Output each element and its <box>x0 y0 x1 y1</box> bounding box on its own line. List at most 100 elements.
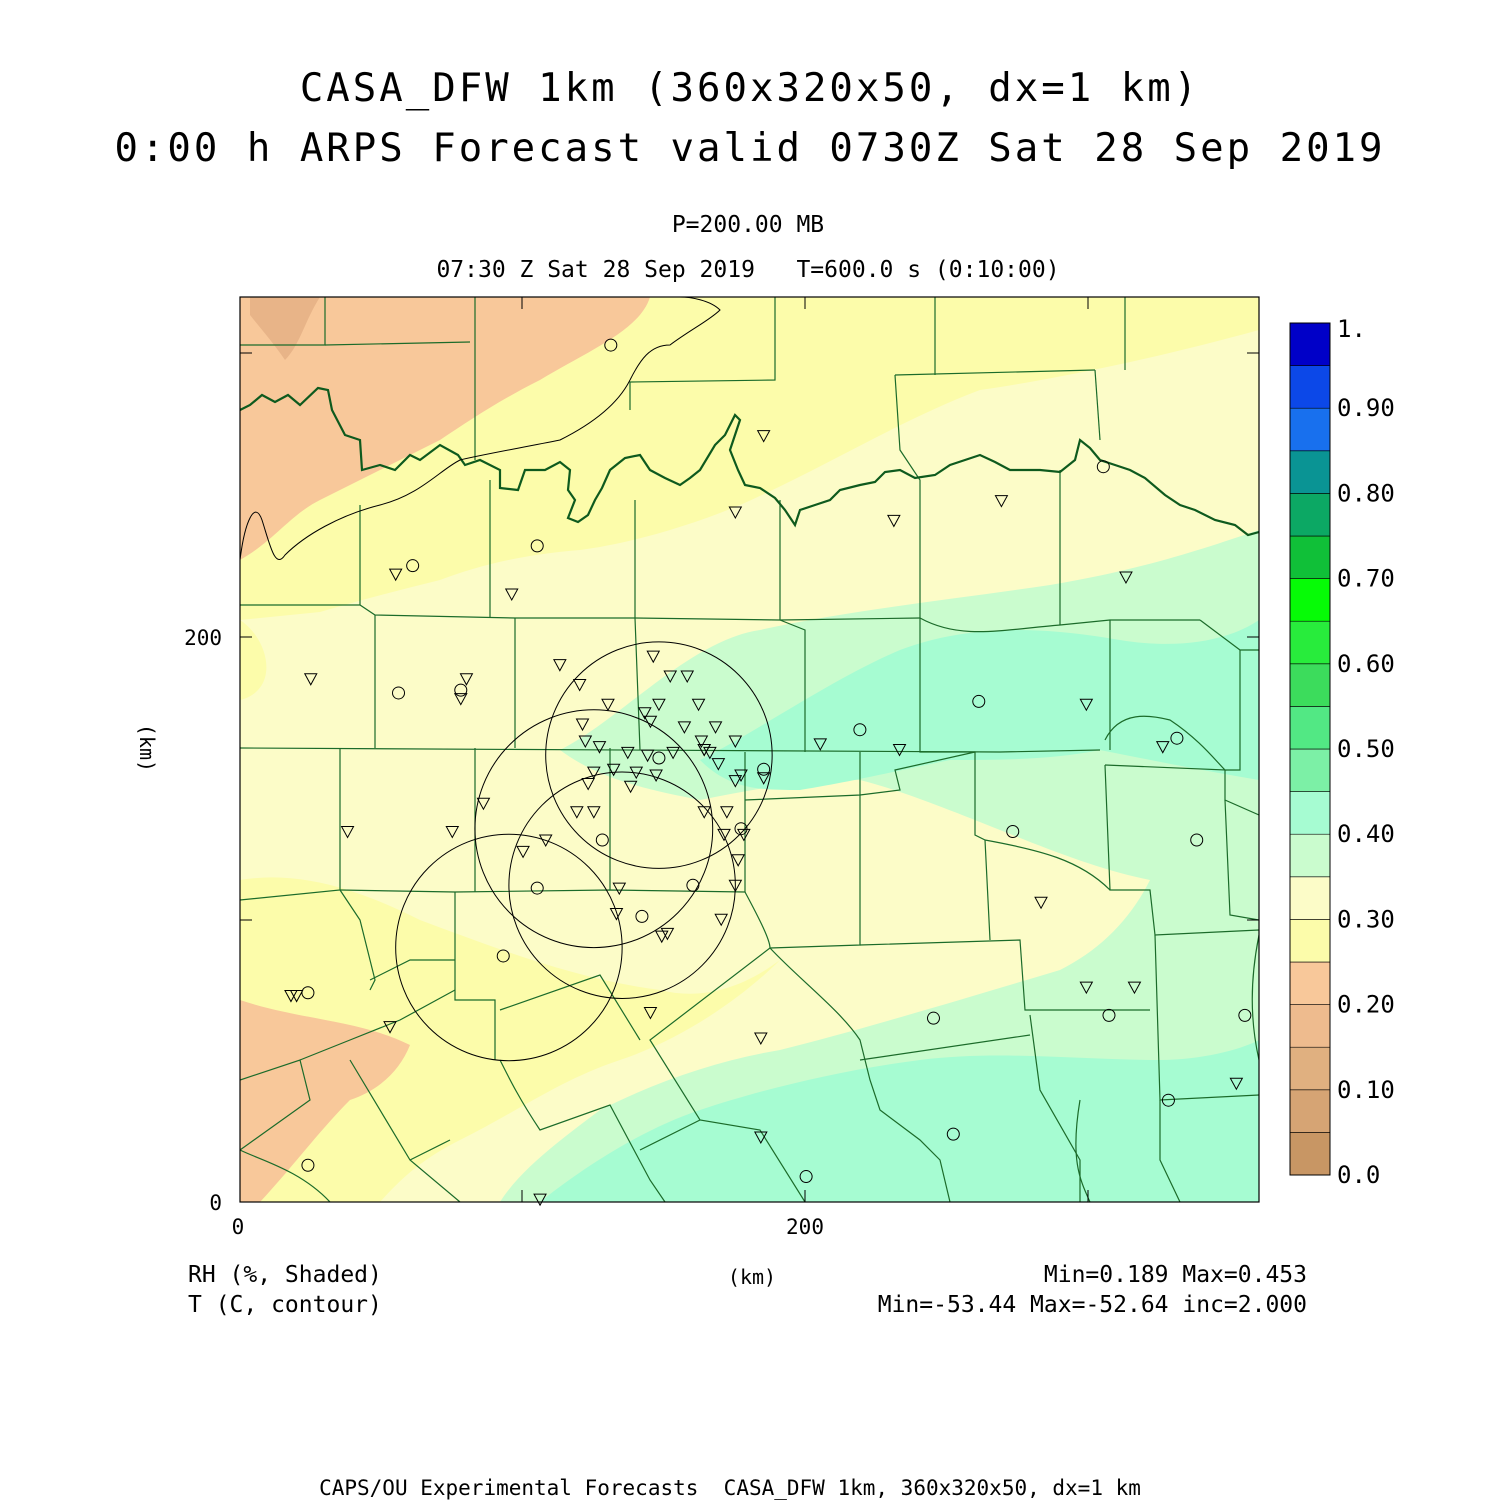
station-triangle-marker <box>578 735 593 749</box>
station-triangle-marker <box>586 766 601 780</box>
station-triangle-marker <box>620 746 635 760</box>
colorbar-swatch <box>1289 833 1331 878</box>
station-triangle-marker <box>609 908 624 921</box>
station-triangle-marker <box>728 775 743 788</box>
station-triangle-marker <box>643 1007 658 1020</box>
station-circle-marker <box>1170 731 1184 745</box>
y-tick-label-0: 0 <box>209 1191 222 1215</box>
colorbar-swatch <box>1289 365 1331 409</box>
station-triangle-marker <box>887 514 901 528</box>
station-triangle-marker <box>1034 896 1048 910</box>
station-triangle-marker <box>666 746 680 760</box>
station-triangle-marker <box>606 763 621 777</box>
colorbar-swatch <box>1289 620 1331 665</box>
station-circle-marker <box>1190 833 1204 847</box>
station-triangle-marker <box>572 678 587 692</box>
station-triangle-marker <box>680 670 695 684</box>
station-circle-marker <box>652 751 666 765</box>
colorbar-swatch <box>1289 493 1331 537</box>
station-circle-marker <box>1102 1008 1116 1022</box>
county-boundaries <box>240 297 1259 1202</box>
station-circle-marker <box>392 686 406 700</box>
station-triangle-marker <box>813 738 828 751</box>
station-circle-marker <box>496 949 510 963</box>
colorbar-swatch <box>1289 791 1331 835</box>
station-triangle-marker <box>538 834 553 848</box>
station-circle-marker <box>799 1170 813 1184</box>
station-circle-marker <box>926 1011 940 1025</box>
station-triangle-marker <box>753 1032 768 1046</box>
station-triangle-marker <box>629 766 644 780</box>
contour-variable-label: T (C, contour) <box>188 1292 382 1318</box>
station-triangle-marker <box>445 826 460 839</box>
colorbar-label: 0.30 <box>1337 905 1395 933</box>
colorbar-label: 0.70 <box>1337 565 1395 593</box>
station-triangle-marker <box>504 588 519 601</box>
station-circle-marker <box>1096 460 1110 474</box>
station-circle-marker <box>454 683 468 697</box>
station-circle-marker <box>1006 825 1020 839</box>
station-circle-marker <box>530 881 544 895</box>
chart-title-line2: 0:00 h ARPS Forecast valid 0730Z Sat 28 … <box>114 126 1386 171</box>
station-triangle-marker <box>459 673 474 686</box>
temperature-contours <box>240 297 721 561</box>
x-axis-label: (km) <box>728 1265 776 1289</box>
chart-title-line1: CASA_DFW 1km (360x320x50, dx=1 km) <box>299 66 1201 111</box>
station-triangle-marker <box>581 777 596 791</box>
station-triangle-marker <box>623 780 638 794</box>
station-circle-marker <box>604 338 618 352</box>
station-triangle-marker <box>533 1193 547 1207</box>
pressure-level-label: P=200.00 MB <box>671 212 825 238</box>
colorbar-label: 0.60 <box>1337 650 1395 678</box>
station-triangle-marker <box>388 568 403 582</box>
valid-time-label: 07:30 Z Sat 28 Sep 2019 T=600.0 s (0:10:… <box>436 257 1060 283</box>
station-triangle-marker <box>637 707 652 720</box>
colorbar-swatch <box>1289 450 1331 494</box>
station-triangle-marker <box>303 673 318 686</box>
colorbar-swatch <box>1289 1046 1331 1091</box>
y-axis-label: (km) <box>135 724 159 772</box>
radar-ring-1 <box>545 641 773 869</box>
station-triangle-marker <box>728 506 743 519</box>
station-triangle-marker <box>652 698 666 712</box>
rh-band-020-025-southwest <box>240 1000 410 1202</box>
colorbar-label: 0.0 <box>1337 1161 1380 1189</box>
station-triangle-marker <box>728 879 743 893</box>
station-triangle-marker <box>654 930 669 944</box>
rh-band-025-030-west <box>240 620 267 700</box>
colorbar-swatch <box>1289 407 1331 452</box>
station-triangle-marker <box>720 806 734 819</box>
colorbar-label: 0.50 <box>1337 735 1395 763</box>
station-circle-marker <box>595 833 609 847</box>
axis-ticks <box>240 297 1259 1202</box>
rh-band-040-045-south <box>540 1040 1259 1202</box>
station-triangle-marker <box>612 882 627 896</box>
station-circle-marker <box>1161 1093 1175 1107</box>
colorbar-swatch <box>1289 748 1331 792</box>
station-triangle-marker <box>697 744 712 757</box>
colorbar-swatch <box>1289 1132 1331 1176</box>
state-boundary-red-river <box>240 386 1259 537</box>
shaded-min-max: Min=0.189 Max=0.453 <box>1043 1262 1307 1288</box>
colorbar-label: 0.20 <box>1337 991 1395 1019</box>
colorbar-swatch <box>1289 876 1331 920</box>
plot-frame <box>239 296 1260 1203</box>
station-triangle-marker <box>697 806 712 819</box>
station-triangle-marker <box>708 721 723 734</box>
station-triangle-marker <box>1079 981 1094 995</box>
station-triangle-marker <box>703 746 717 760</box>
station-circle-marker <box>757 762 771 776</box>
station-triangle-marker <box>691 698 706 712</box>
station-triangle-marker <box>892 744 907 757</box>
station-circle-marker <box>530 539 544 553</box>
station-triangle-marker <box>601 698 615 712</box>
station-triangle-marker <box>1155 741 1170 754</box>
radar-ring-2 <box>474 709 714 949</box>
rh-band-020-025-northwest <box>240 297 650 560</box>
station-triangle-marker <box>660 927 675 941</box>
station-triangle-marker <box>553 659 567 672</box>
station-triangle-marker <box>1127 981 1142 995</box>
station-triangle-marker <box>1119 571 1133 585</box>
station-markers <box>284 338 1252 1207</box>
